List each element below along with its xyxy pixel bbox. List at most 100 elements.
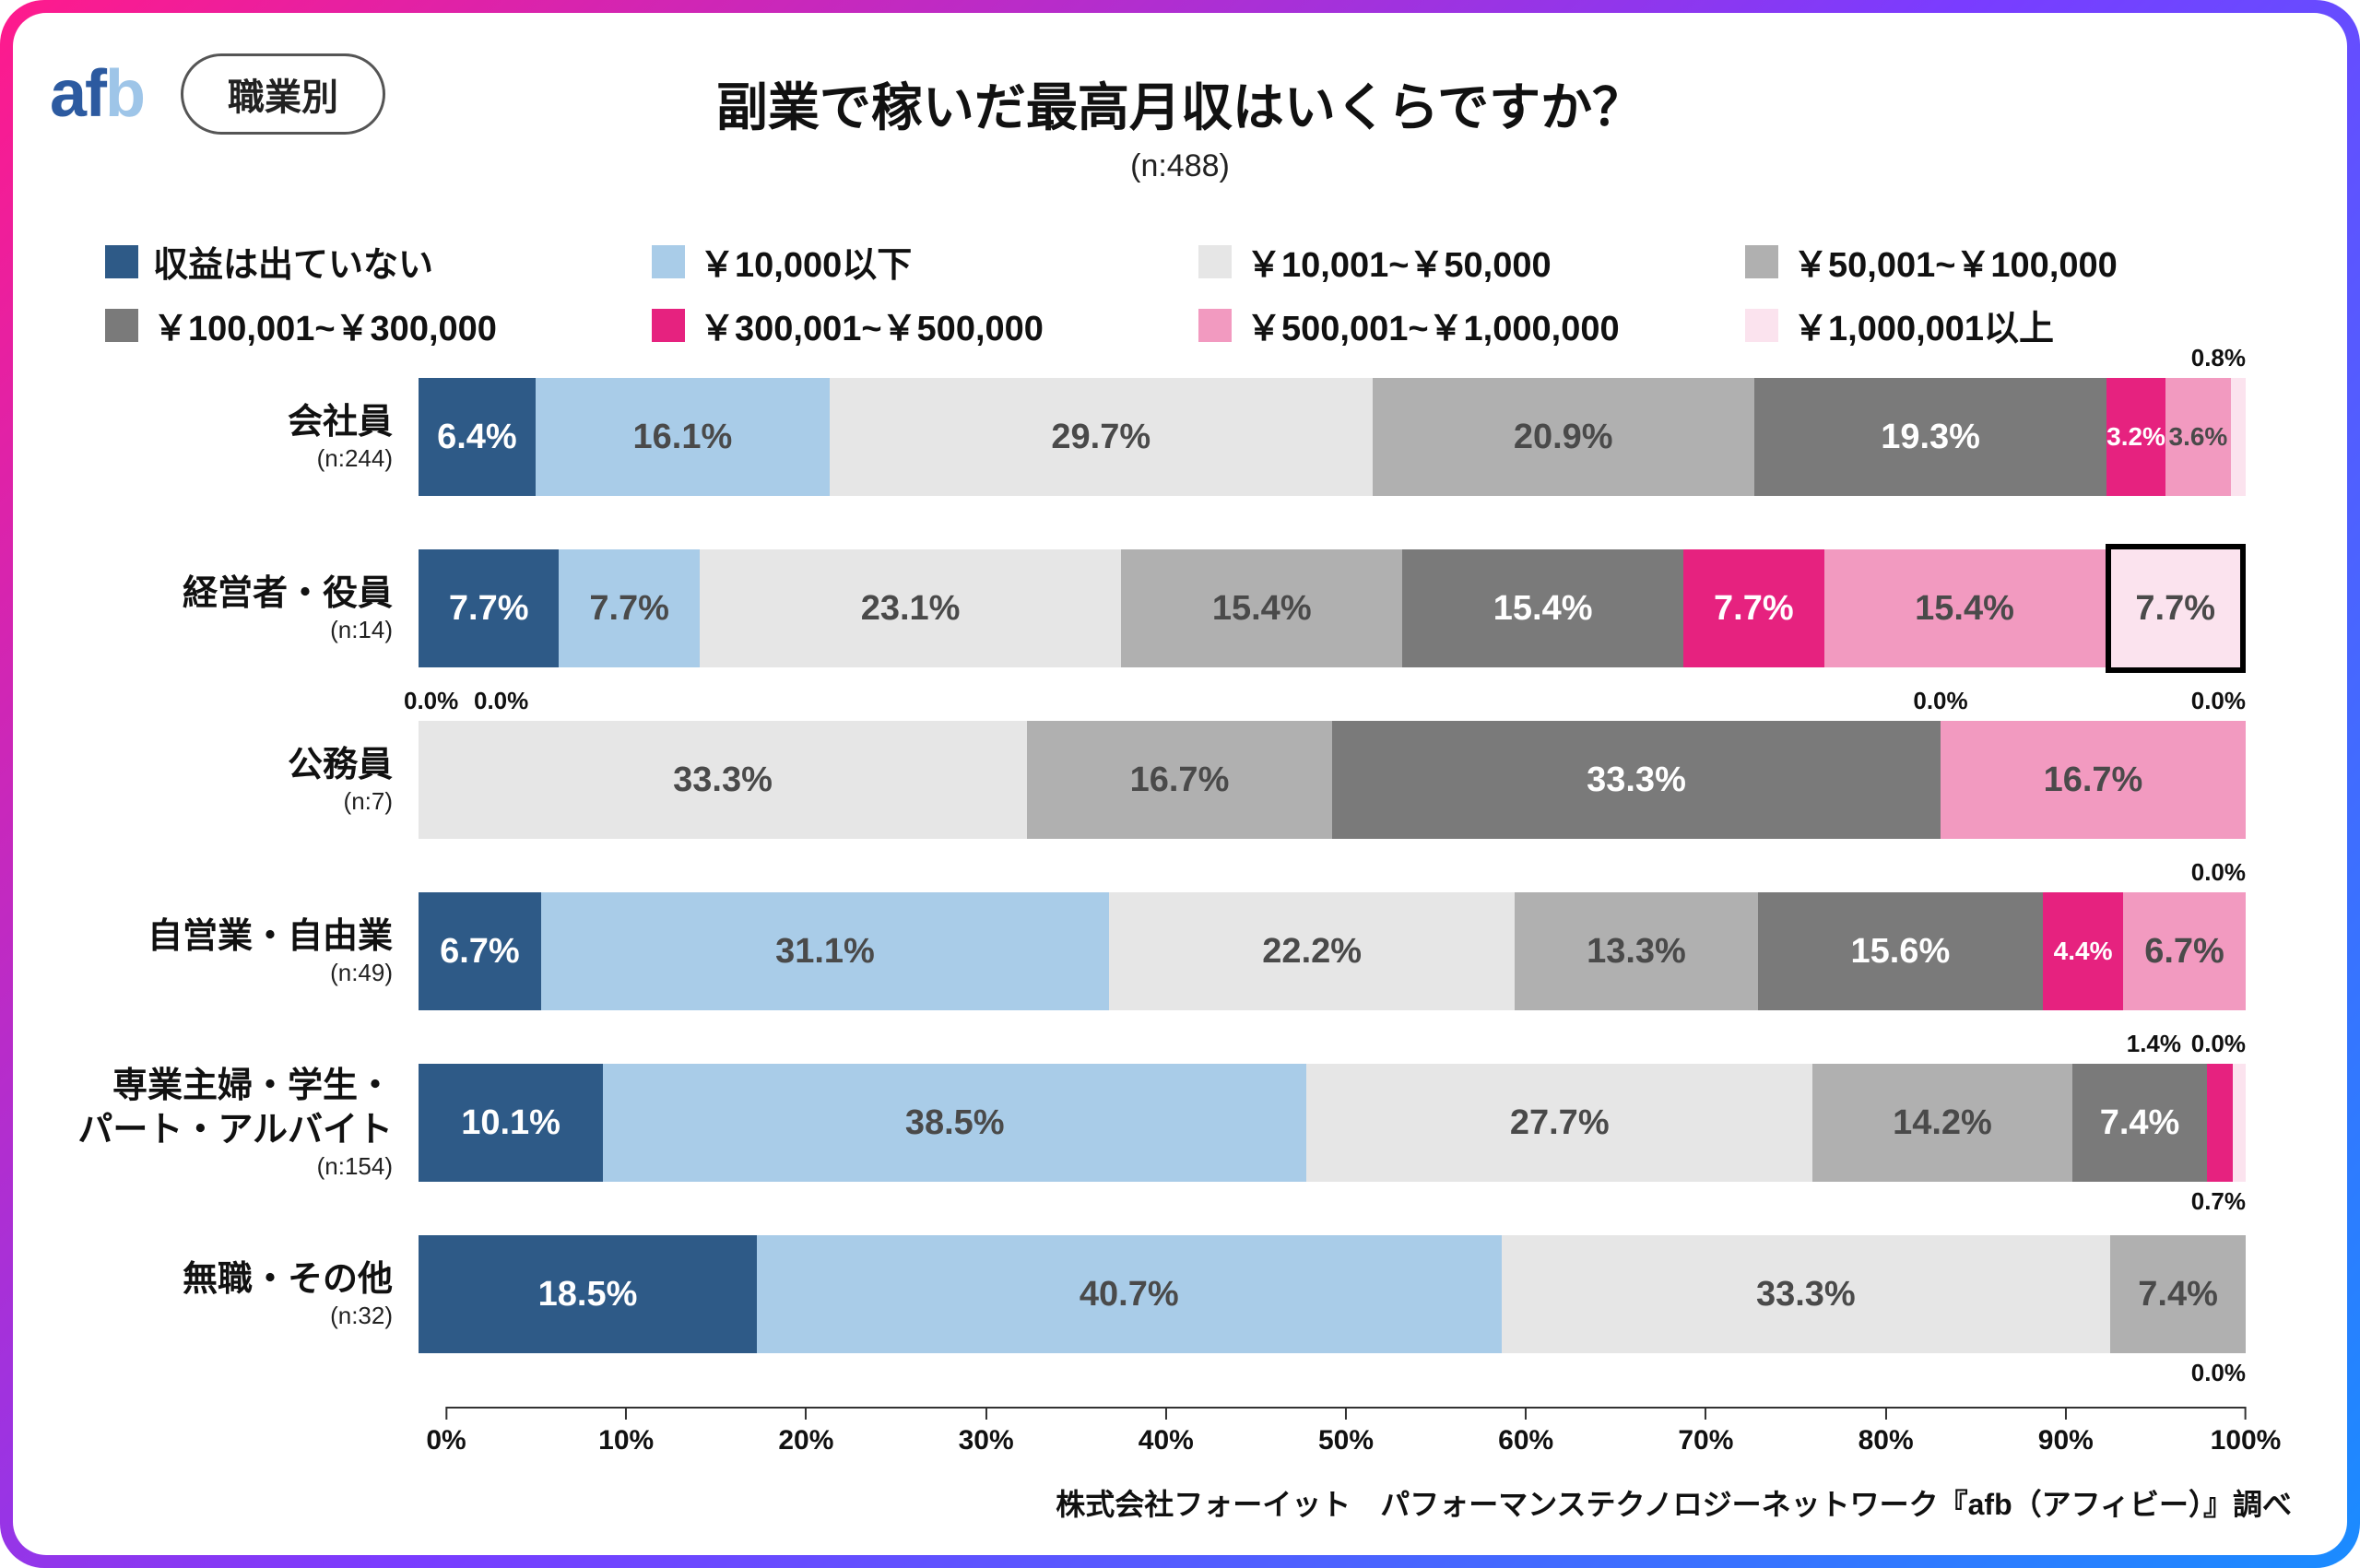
axis-tick: 90%	[2038, 1407, 2094, 1456]
legend-swatch	[1198, 245, 1232, 278]
row-label: 会社員(n:244)	[77, 401, 419, 474]
segment-value: 33.3%	[1587, 760, 1686, 800]
tick-label: 30%	[959, 1425, 1014, 1456]
tick-mark	[1345, 1407, 1347, 1420]
segment-value: 16.7%	[1130, 760, 1230, 800]
bar-segment: 33.3%	[1332, 721, 1941, 839]
legend: 収益は出ていない￥10,000以下￥10,001~￥50,000￥50,001~…	[105, 236, 2273, 350]
segment-value: 19.3%	[1881, 418, 1980, 457]
bar-segment: 38.5%	[603, 1064, 1306, 1182]
bar-segment	[2207, 1064, 2233, 1182]
segment-value: 15.4%	[1915, 589, 2014, 629]
tick-mark	[805, 1407, 807, 1420]
legend-swatch	[1198, 309, 1232, 342]
chart-row: 経営者・役員(n:14)7.7%7.7%23.1%15.4%15.4%7.7%1…	[77, 549, 2246, 667]
chart-row: 公務員(n:7)33.3%16.7%33.3%16.7%0.0%0.0%0.0%…	[77, 721, 2246, 839]
row-name: 専業主婦・学生・パート・アルバイト	[77, 1065, 393, 1152]
callout-label: 0.0%	[474, 687, 528, 715]
row-label: 無職・その他(n:32)	[77, 1258, 419, 1331]
bar-wrap: 7.7%7.7%23.1%15.4%15.4%7.7%15.4%7.7%	[419, 549, 2246, 667]
bar-segment: 7.7%	[1683, 549, 1823, 667]
bar-segment: 3.2%	[2106, 378, 2165, 496]
card: afb 職業別 副業で稼いだ最高月収はいくらですか？ (n:488) 収益は出て…	[13, 13, 2347, 1555]
segment-value: 15.6%	[1850, 932, 1950, 972]
row-n: (n:32)	[77, 1302, 393, 1330]
callout-label: 0.0%	[2191, 687, 2246, 715]
segment-value: 7.7%	[449, 589, 529, 629]
segment-value: 20.9%	[1514, 418, 1613, 457]
row-n: (n:7)	[77, 787, 393, 816]
legend-label: ￥50,001~￥100,000	[1793, 236, 2118, 287]
tick-label: 40%	[1139, 1425, 1194, 1456]
bar-wrap: 6.7%31.1%22.2%13.3%15.6%4.4%6.7%0.0%	[419, 892, 2246, 1010]
legend-item: ￥1,000,001以上	[1745, 300, 2273, 350]
row-label: 自営業・自由業(n:49)	[77, 915, 419, 988]
segment-value: 7.4%	[2100, 1103, 2180, 1143]
segment-value: 10.1%	[461, 1103, 560, 1143]
credit-line: 株式会社フォーイット パフォーマンステクノロジーネットワーク『afb（アフィビー…	[1056, 1481, 2292, 1524]
segment-value: 23.1%	[861, 589, 961, 629]
legend-label: 収益は出ていない	[153, 236, 433, 287]
axis-tick: 80%	[1858, 1407, 1914, 1456]
segment-value: 6.7%	[440, 932, 520, 972]
chart-row: 専業主婦・学生・パート・アルバイト(n:154) 10.1% 38.5% 27.7% 1…	[77, 1064, 2246, 1182]
tick-mark	[1165, 1407, 1167, 1420]
axis-tick: 0%	[426, 1407, 466, 1456]
segment-value: 16.7%	[2044, 760, 2143, 800]
bar-segment: 33.3%	[1502, 1235, 2111, 1353]
callout-label: 0.0%	[2191, 1359, 2246, 1387]
bar-segment: 6.4%	[419, 378, 536, 496]
stacked-bar: 6.7%31.1%22.2%13.3%15.6%4.4%6.7%	[419, 892, 2246, 1010]
bar-segment	[2233, 1064, 2246, 1182]
segment-value: 7.7%	[1714, 589, 1794, 629]
callout-label: 0.7%	[2191, 1187, 2246, 1216]
bar-segment: 7.4%	[2072, 1064, 2208, 1182]
segment-value: 22.2%	[1262, 932, 1362, 972]
legend-label: ￥500,001~￥1,000,000	[1246, 300, 1620, 350]
callout-label: 0.0%	[1913, 687, 1967, 715]
segment-value: 40.7%	[1080, 1275, 1179, 1315]
legend-item: ￥50,001~￥100,000	[1745, 236, 2273, 287]
legend-swatch	[652, 245, 685, 278]
bar-segment: 15.4%	[1121, 549, 1402, 667]
segment-value: 31.1%	[775, 932, 875, 972]
bar-segment: 15.4%	[1824, 549, 2106, 667]
bar-segment: 20.9%	[1373, 378, 1754, 496]
bar-segment: 16.1%	[536, 378, 830, 496]
bar-segment: 31.1%	[541, 892, 1109, 1010]
axis-tick: 10%	[598, 1407, 654, 1456]
tick-mark	[1705, 1407, 1706, 1420]
tick-label: 100%	[2211, 1425, 2282, 1456]
topbar: afb 職業別	[50, 53, 2310, 135]
tick-mark	[2245, 1407, 2247, 1420]
segment-value: 6.7%	[2144, 932, 2224, 972]
bar-segment: 15.6%	[1758, 892, 2043, 1010]
tick-mark	[1885, 1407, 1887, 1420]
axis-tick: 20%	[778, 1407, 833, 1456]
segment-value: 14.2%	[1893, 1103, 1992, 1143]
bar-segment: 18.5%	[419, 1235, 757, 1353]
bar-wrap: 10.1%38.5%27.7%14.2%7.4%1.4%0.0%0.7%	[419, 1064, 2246, 1182]
legend-item: ￥500,001~￥1,000,000	[1198, 300, 1727, 350]
legend-label: ￥300,001~￥500,000	[700, 300, 1044, 350]
tick-label: 0%	[426, 1425, 466, 1456]
chart-row: 会社員(n:244)6.4%16.1%29.7%20.9%19.3%3.2%3.…	[77, 378, 2246, 496]
tick-mark	[985, 1407, 987, 1420]
legend-label: ￥10,001~￥50,000	[1246, 236, 1552, 287]
axis-tick: 100%	[2211, 1407, 2282, 1456]
x-axis: 0%10%20%30%40%50%60%70%80%90%100%	[446, 1407, 2246, 1480]
tick-mark	[445, 1407, 447, 1420]
axis-tick: 60%	[1498, 1407, 1553, 1456]
segment-value: 13.3%	[1587, 932, 1686, 972]
bar-wrap: 6.4%16.1%29.7%20.9%19.3%3.2%3.6%0.8%	[419, 378, 2246, 496]
bar-segment: 7.7%	[2106, 549, 2246, 667]
bar-segment: 33.3%	[419, 721, 1027, 839]
row-name: 公務員	[77, 744, 393, 788]
chart-subtitle: (n:488)	[13, 148, 2347, 184]
row-label: 専業主婦・学生・パート・アルバイト(n:154)	[77, 1065, 419, 1181]
logo-part-2: b	[105, 57, 144, 131]
axis-tick: 30%	[959, 1407, 1014, 1456]
segment-value: 27.7%	[1510, 1103, 1610, 1143]
segment-value: 15.4%	[1493, 589, 1593, 629]
legend-label: ￥100,001~￥300,000	[153, 300, 497, 350]
